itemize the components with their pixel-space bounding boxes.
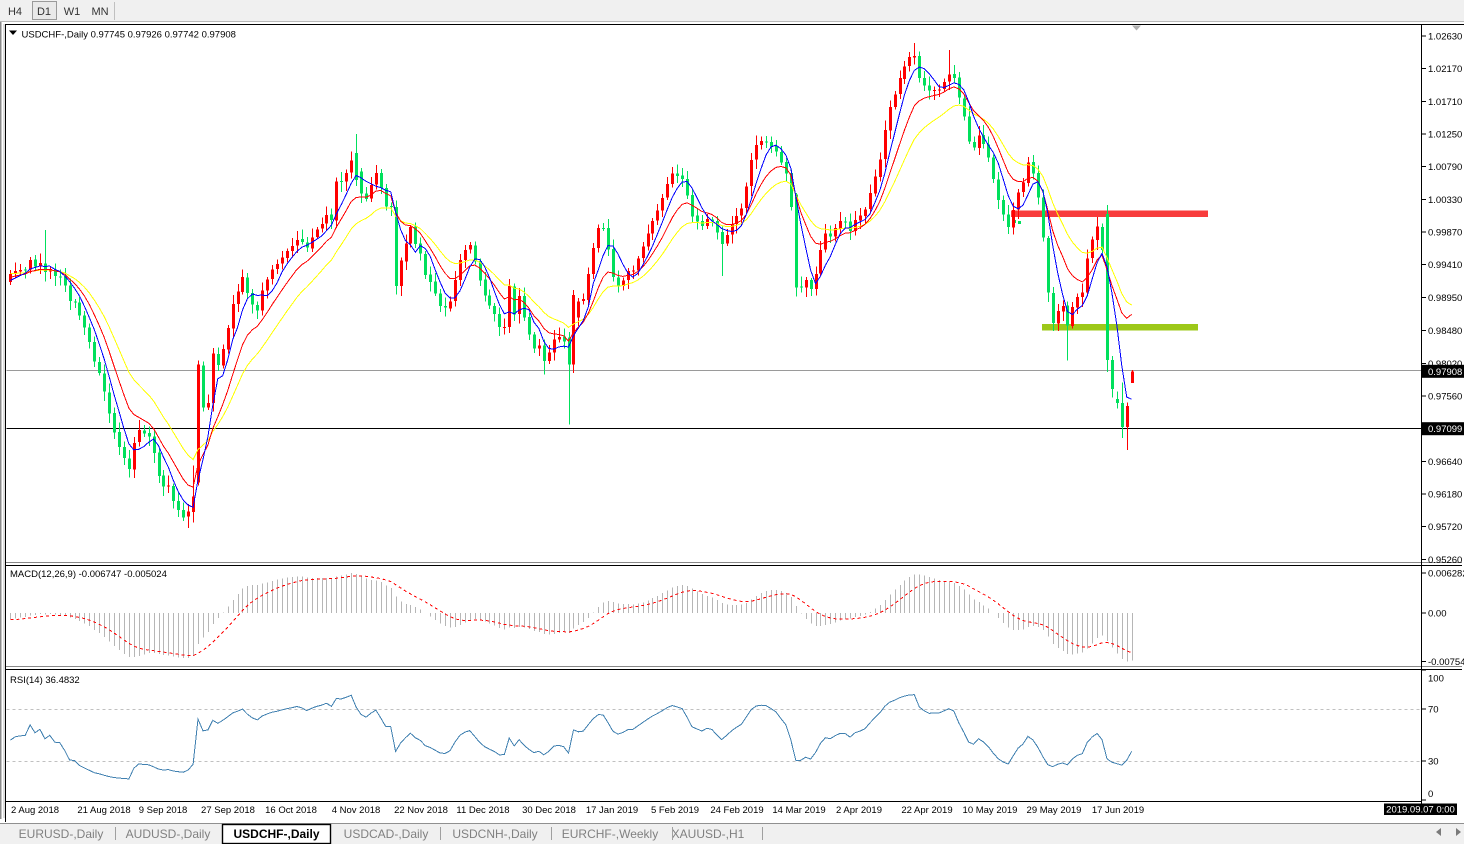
svg-text:RSI(14) 36.4832: RSI(14) 36.4832 bbox=[10, 675, 80, 686]
svg-text:0.95260: 0.95260 bbox=[1428, 555, 1462, 566]
svg-text:MN: MN bbox=[91, 6, 108, 18]
svg-text:0.97908: 0.97908 bbox=[1428, 367, 1462, 378]
svg-text:22 Nov 2018: 22 Nov 2018 bbox=[394, 805, 448, 816]
svg-text:0.98480: 0.98480 bbox=[1428, 326, 1462, 337]
svg-text:0.95720: 0.95720 bbox=[1428, 522, 1462, 533]
svg-text:USDCHF-,Daily: USDCHF-,Daily bbox=[233, 827, 319, 841]
svg-text:0.99410: 0.99410 bbox=[1428, 260, 1462, 271]
svg-text:0.97560: 0.97560 bbox=[1428, 392, 1462, 403]
svg-text:9 Sep 2018: 9 Sep 2018 bbox=[139, 805, 188, 816]
svg-text:1.00330: 1.00330 bbox=[1428, 195, 1462, 206]
svg-text:11 Dec 2018: 11 Dec 2018 bbox=[456, 805, 509, 816]
svg-text:29 May 2019: 29 May 2019 bbox=[1027, 805, 1082, 816]
svg-text:17 Jun 2019: 17 Jun 2019 bbox=[1092, 805, 1144, 816]
svg-text:10 May 2019: 10 May 2019 bbox=[963, 805, 1018, 816]
svg-text:0.97099: 0.97099 bbox=[1428, 424, 1462, 435]
svg-text:14 Mar 2019: 14 Mar 2019 bbox=[772, 805, 825, 816]
svg-text:30: 30 bbox=[1428, 757, 1439, 768]
svg-text:27 Sep 2018: 27 Sep 2018 bbox=[201, 805, 255, 816]
svg-text:USDCHF-,Daily 0.97745 0.97926: USDCHF-,Daily 0.97745 0.97926 0.97742 0.… bbox=[22, 30, 236, 41]
svg-text:17 Jan 2019: 17 Jan 2019 bbox=[586, 805, 638, 816]
svg-text:70: 70 bbox=[1428, 705, 1439, 716]
svg-text:1.00790: 1.00790 bbox=[1428, 162, 1462, 173]
svg-text:0.99870: 0.99870 bbox=[1428, 228, 1462, 239]
svg-text:H4: H4 bbox=[8, 6, 22, 18]
svg-text:0.00: 0.00 bbox=[1428, 609, 1447, 620]
svg-text:1.01710: 1.01710 bbox=[1428, 97, 1462, 108]
svg-text:5 Feb 2019: 5 Feb 2019 bbox=[651, 805, 699, 816]
svg-text:0: 0 bbox=[1428, 789, 1433, 800]
svg-text:1.01250: 1.01250 bbox=[1428, 130, 1462, 141]
svg-text:EURUSD-,Daily: EURUSD-,Daily bbox=[19, 827, 104, 841]
svg-text:0.96180: 0.96180 bbox=[1428, 489, 1462, 500]
svg-text:-0.007542: -0.007542 bbox=[1428, 657, 1464, 668]
svg-text:0.98020: 0.98020 bbox=[1428, 359, 1462, 370]
svg-text:EURCHF-,Weekly: EURCHF-,Weekly bbox=[562, 827, 658, 841]
svg-text:USDCNH-,Daily: USDCNH-,Daily bbox=[452, 827, 537, 841]
svg-text:4 Nov 2018: 4 Nov 2018 bbox=[332, 805, 381, 816]
svg-text:0.96640: 0.96640 bbox=[1428, 457, 1462, 468]
svg-text:XAUUSD-,H1: XAUUSD-,H1 bbox=[672, 827, 745, 841]
svg-text:21 Aug 2018: 21 Aug 2018 bbox=[77, 805, 130, 816]
svg-text:0.98950: 0.98950 bbox=[1428, 293, 1462, 304]
svg-text:2019.09.07 0:00: 2019.09.07 0:00 bbox=[1386, 805, 1455, 816]
svg-text:16 Oct 2018: 16 Oct 2018 bbox=[265, 805, 317, 816]
svg-text:2 Aug 2018: 2 Aug 2018 bbox=[11, 805, 59, 816]
svg-text:24 Feb 2019: 24 Feb 2019 bbox=[710, 805, 763, 816]
svg-text:22 Apr 2019: 22 Apr 2019 bbox=[901, 805, 952, 816]
svg-text:1.02170: 1.02170 bbox=[1428, 64, 1462, 75]
svg-text:D1: D1 bbox=[37, 6, 51, 18]
svg-text:100: 100 bbox=[1428, 674, 1444, 685]
svg-text:0.006282: 0.006282 bbox=[1428, 569, 1464, 580]
svg-text:30 Dec 2018: 30 Dec 2018 bbox=[522, 805, 576, 816]
svg-text:AUDUSD-,Daily: AUDUSD-,Daily bbox=[126, 827, 211, 841]
svg-text:USDCAD-,Daily: USDCAD-,Daily bbox=[344, 827, 429, 841]
svg-text:MACD(12,26,9) -0.006747 -0.005: MACD(12,26,9) -0.006747 -0.005024 bbox=[10, 569, 167, 580]
svg-text:2 Apr 2019: 2 Apr 2019 bbox=[836, 805, 882, 816]
svg-text:1.02630: 1.02630 bbox=[1428, 32, 1462, 43]
svg-text:W1: W1 bbox=[64, 6, 81, 18]
